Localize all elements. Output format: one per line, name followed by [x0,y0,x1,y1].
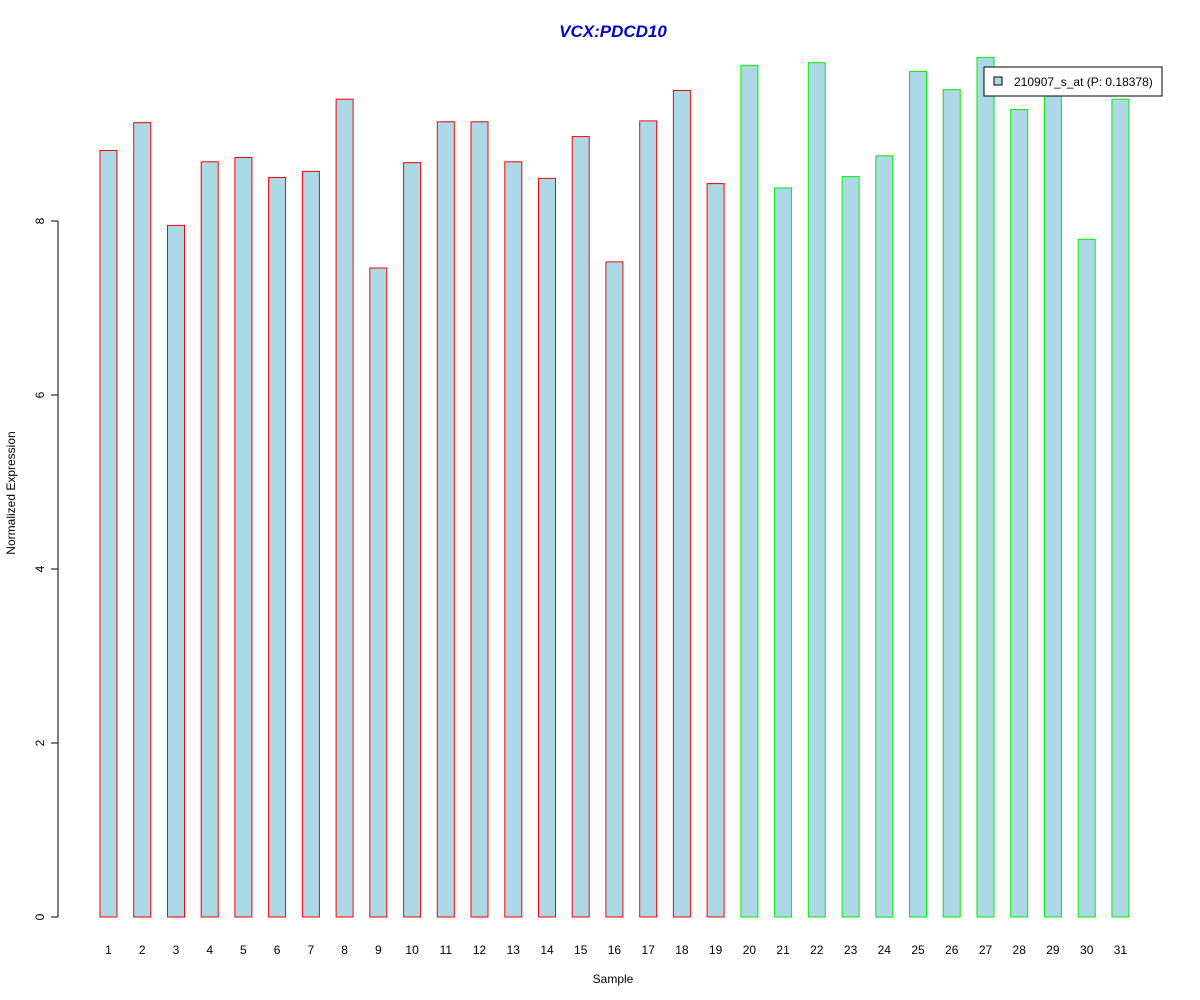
x-tick-labels: 1 2 3 4 5 6 7 8 9 10 11 12 13 14 15 16 17 18 19 20 21 22 23 24 2… [105,943,1127,957]
bar-sample-31 [1111,98,1130,918]
x-tick-label: 21 [776,943,790,957]
x-tick-label: 1 [105,943,112,957]
x-tick-label: 14 [540,943,554,957]
bar-sample-22 [807,62,826,918]
x-tick-label: 31 [1114,943,1128,957]
x-tick-label: 29 [1046,943,1060,957]
x-tick-label: 23 [844,943,858,957]
chart-title: VCX:PDCD10 [559,22,667,41]
bar-sample-30 [1077,238,1096,918]
y-tick-label: 8 [33,217,47,224]
x-tick-label: 30 [1080,943,1094,957]
x-tick-label: 12 [473,943,487,957]
x-tick-label: 11 [440,943,453,957]
bar-sample-14 [538,177,556,918]
x-tick-label: 10 [405,943,419,957]
x-tick-label: 28 [1013,943,1027,957]
bar-sample-10 [403,162,422,918]
bar-sample-5 [234,157,253,918]
x-tick-label: 5 [240,943,247,957]
x-tick-label: 24 [878,943,892,957]
bar-sample-19 [706,183,725,918]
bar-sample-9 [369,267,388,918]
x-tick-label: 7 [308,943,315,957]
bar-sample-28 [1010,109,1029,918]
legend: 210907_s_at (P: 0.18378) [983,66,1163,97]
y-tick-label: 6 [33,391,47,398]
bar-sample-13 [504,161,523,918]
legend-box [983,66,1163,97]
bar-sample-18 [672,90,691,918]
bar-sample-3 [167,224,185,918]
x-tick-label: 13 [507,943,521,957]
x-tick-label: 16 [608,943,622,957]
bar-sample-17 [639,120,658,918]
bars-layer [99,56,1130,918]
bar-sample-23 [841,176,860,918]
bar-sample-24 [875,155,894,918]
bar-sample-7 [301,170,320,918]
x-tick-label: 17 [642,943,656,957]
bar-sample-26 [942,89,961,918]
y-axis-label: Normalized Expression [4,431,18,554]
x-axis-label: Sample [593,972,634,986]
x-tick-label: 27 [979,943,993,957]
bar-sample-15 [571,136,590,918]
x-tick-label: 8 [341,943,348,957]
y-tick-label: 4 [33,565,47,572]
x-tick-label: 15 [574,943,588,957]
x-tick-label: 6 [274,943,281,957]
x-tick-label: 18 [675,943,689,957]
legend-swatch [993,76,1003,86]
bar-sample-16 [605,261,624,918]
bar-sample-25 [909,70,927,918]
x-tick-label: 20 [743,943,757,957]
bar-sample-27 [976,56,995,918]
y-axis: 0 2 4 6 8 [33,217,59,920]
bar-sample-21 [774,187,793,918]
x-tick-label: 25 [911,943,925,957]
legend-label: 210907_s_at (P: 0.18378) [1014,75,1153,89]
bar-sample-29 [1043,85,1062,918]
bar-sample-4 [200,161,219,918]
x-tick-label: 19 [709,943,723,957]
x-tick-label: 4 [206,943,213,957]
bar-sample-6 [268,177,287,918]
bar-sample-1 [99,150,118,918]
bar-sample-8 [335,98,354,918]
bar-sample-11 [436,121,455,918]
x-tick-label: 22 [810,943,824,957]
x-tick-label: 3 [173,943,180,957]
bar-sample-12 [470,121,489,918]
y-tick-label: 2 [33,739,47,746]
bar-sample-2 [133,122,152,918]
x-tick-label: 26 [945,943,959,957]
x-tick-label: 2 [139,943,146,957]
x-tick-label: 9 [375,943,382,957]
bar-sample-20 [740,64,759,918]
y-tick-label: 0 [33,913,47,920]
